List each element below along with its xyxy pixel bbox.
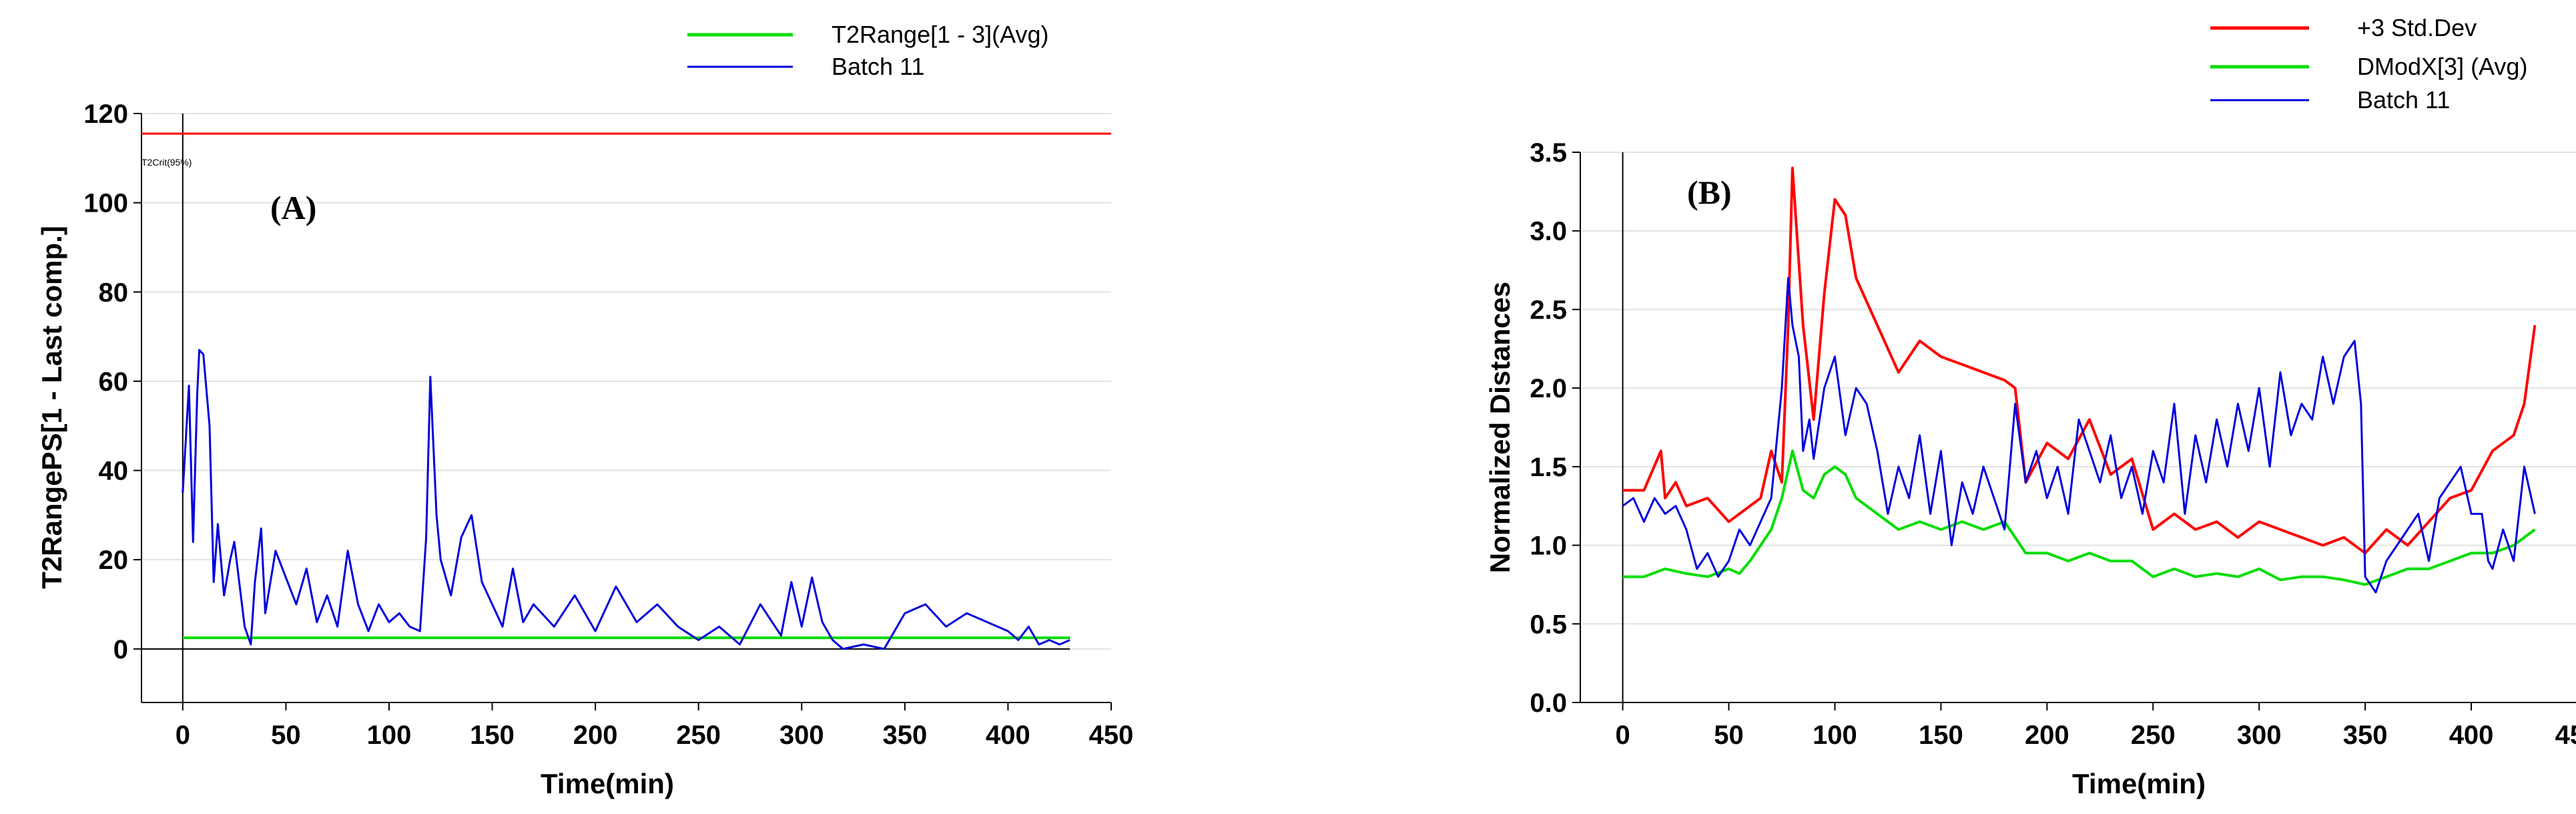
y-tick-label: 1.0 [1530,532,1567,561]
x-tick-label: 350 [2343,721,2388,750]
x-tick-label: 200 [2025,721,2069,750]
y-tick-label: 1.5 [1530,453,1567,482]
x-tick-label: 150 [470,721,515,750]
x-tick-label: 0 [1615,721,1630,750]
y-tick-label: 2.5 [1530,295,1567,325]
y-tick-label: 100 [83,189,128,218]
y-tick-label: 80 [99,278,129,307]
reference-line-label: T2Crit(95%) [141,157,192,168]
chart-a-reference-lines: T2Crit(95%) [141,132,1111,168]
legend-b-dmodx-label: DModX[3] (Avg) [2357,53,2527,80]
y-tick-label: 120 [83,99,128,129]
x-tick-label: 200 [573,721,618,750]
x-tick-label: 350 [882,721,927,750]
chart-a-x-axis-title: Time(min) [541,768,674,799]
chart-b-series [1622,166,2537,594]
x-tick-label: 450 [2555,721,2576,750]
x-tick-label: 50 [271,721,301,750]
x-tick-label: 450 [1089,721,1134,750]
chart-a-x-ticks: 0 50 100 150 200 250 300 350 400 450 [176,702,1134,750]
x-tick-label: 400 [2449,721,2494,750]
x-tick-label: 250 [2131,721,2176,750]
x-tick-label: 0 [176,721,190,750]
chart-panel-a: 0 20 40 60 80 100 120 0 50 100 150 200 250 300 350 400… [36,21,1133,799]
y-tick-label: 40 [99,457,129,486]
y-tick-label: 0.5 [1530,610,1567,639]
y-tick-label: 3.5 [1530,138,1567,168]
chart-a-panel-label: (A) [270,189,316,226]
y-tick-label: 0.0 [1530,688,1567,718]
x-tick-label: 400 [986,721,1030,750]
x-tick-label: 250 [676,721,721,750]
x-tick-label: 100 [367,721,412,750]
chart-a-legend: T2Range[1 - 3](Avg) Batch 11 [687,21,1049,80]
y-tick-label: 3.0 [1530,217,1567,246]
x-tick-label: 100 [1813,721,1857,750]
legend-a-t2range-label: T2Range[1 - 3](Avg) [832,21,1049,48]
chart-a-y-axis-title: T2RangePS[1 - Last comp.] [36,226,67,589]
x-tick-label: 50 [1714,721,1744,750]
legend-b-batch11-label: Batch 11 [2357,86,2450,114]
chart-panel-b: 0.0 0.5 1.0 1.5 2.0 2.5 3.0 3.5 0 50 100 150 200 250… [1484,14,2576,799]
y-tick-label: 20 [99,546,129,575]
chart-a-y-ticks: 0 20 40 60 80 100 120 [83,99,141,664]
chart-b-y-axis-title: Normalized Distances [1484,282,1516,574]
chart-b-legend: +3 Std.Dev DModX[3] (Avg) Batch 11 [2210,14,2527,114]
y-tick-label: 2.0 [1530,374,1567,403]
chart-b-gridlines [1580,152,2576,625]
x-tick-label: 300 [779,721,824,750]
legend-b-std-dev-label: +3 Std.Dev [2357,14,2477,41]
chart-b-y-ticks: 0.0 0.5 1.0 1.5 2.0 2.5 3.0 3.5 [1530,138,1580,718]
series-line-3 [1622,276,2536,594]
chart-a-series [182,349,1070,650]
chart-b-panel-label: (B) [1687,174,1732,211]
y-tick-label: 60 [99,367,129,397]
series-line-1 [1622,166,2537,555]
chart-a-gridlines [141,113,1111,650]
legend-a-batch11-label: Batch 11 [832,53,924,80]
x-tick-label: 300 [2237,721,2282,750]
chart-b-x-ticks: 0 50 100 150 200 250 300 350 400 450 [1615,702,2576,750]
y-tick-label: 0 [113,635,128,664]
x-tick-label: 150 [1919,721,1963,750]
chart-b-x-axis-title: Time(min) [2072,768,2206,799]
series-line-2 [182,349,1070,650]
series-line-2 [1622,449,2536,586]
